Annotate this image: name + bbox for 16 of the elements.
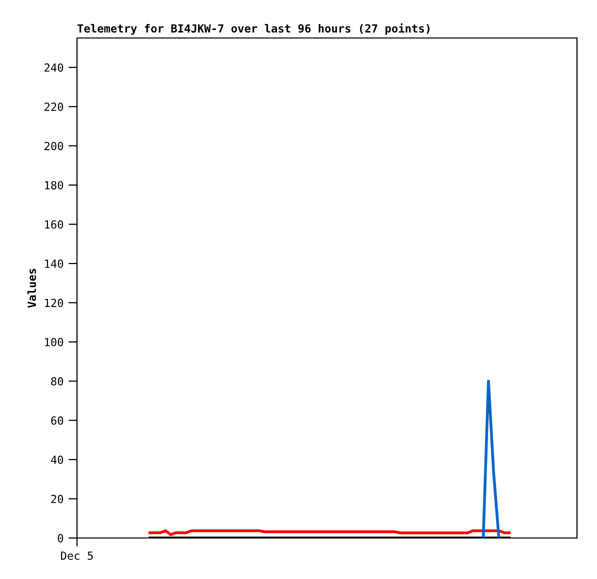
chart-title: Telemetry for BI4JKW-7 over last 96 hours (27 points) [77, 23, 430, 35]
y-tick-label: 200 [44, 142, 64, 150]
y-tick-label: 180 [45, 181, 64, 190]
y-tick-label: 240 [44, 63, 64, 72]
y-tick-label: 140 [45, 259, 64, 268]
y-tick-label: 120 [45, 298, 64, 308]
y-tick-label: 20 [51, 494, 64, 504]
y-tick-label: 40 [50, 456, 64, 464]
y-tick-label: 160 [45, 220, 64, 229]
x-tick-label: Dec 5 [61, 552, 93, 560]
y-tick-label: 100 [45, 338, 64, 346]
y-tick-label: 0 [58, 534, 64, 542]
y-tick-label: 60 [51, 416, 64, 425]
y-axis-title: Values [27, 268, 36, 308]
y-tick-label: 220 [44, 102, 64, 112]
y-tick-label: 80 [51, 377, 64, 386]
